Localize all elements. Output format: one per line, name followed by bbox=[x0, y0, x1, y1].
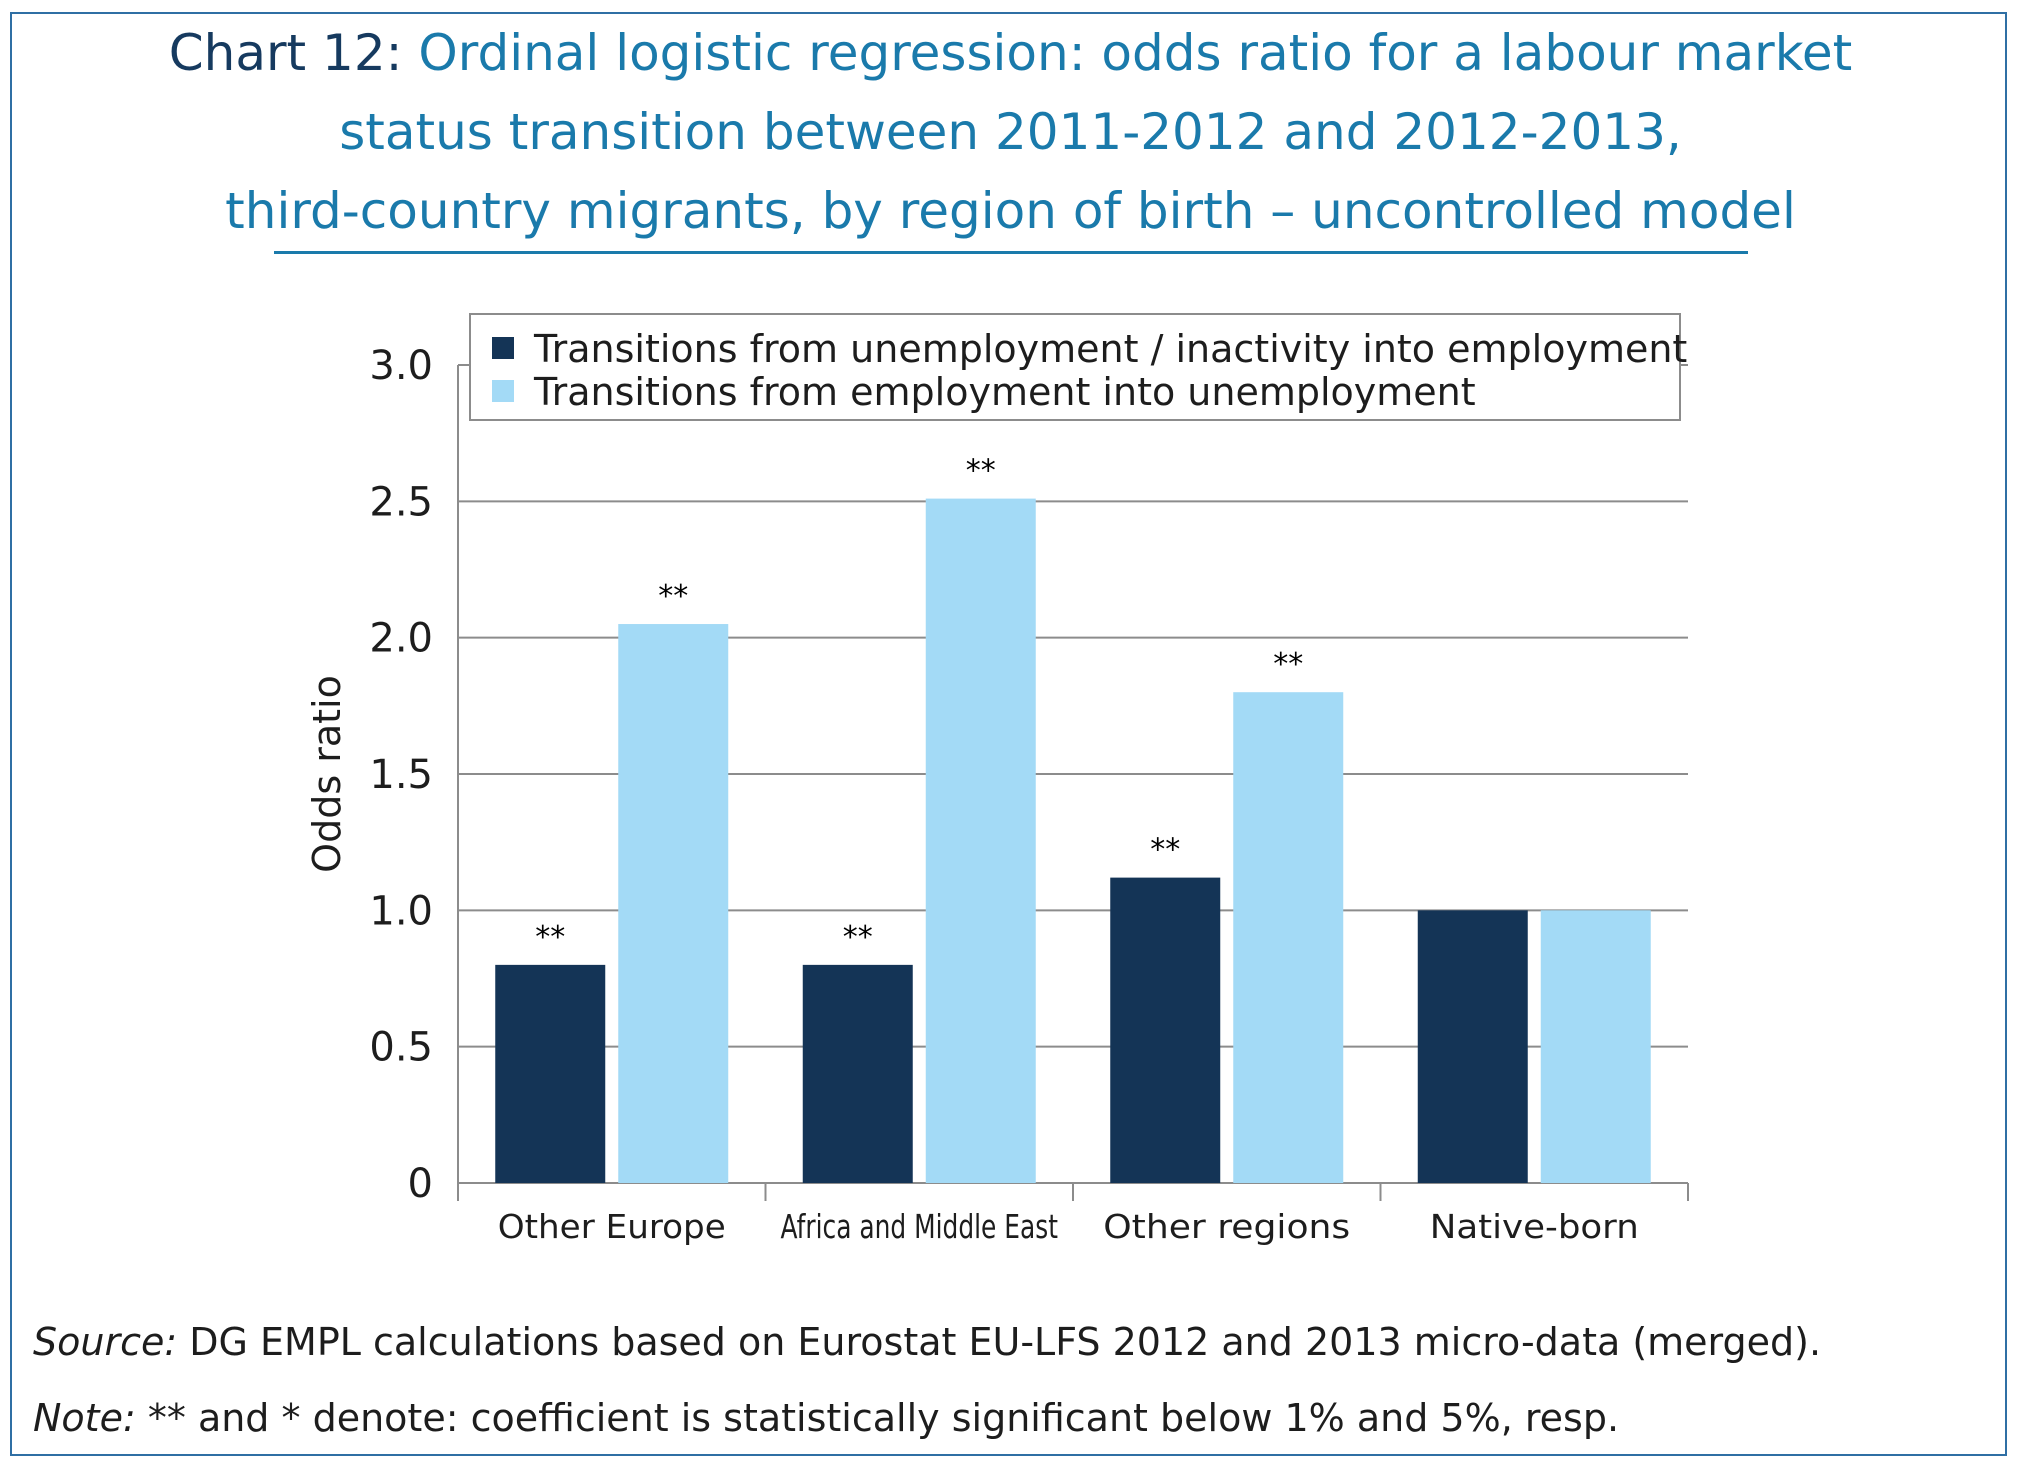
legend-box bbox=[469, 313, 1681, 421]
title-text-1: Ordinal logistic regression: odds ratio … bbox=[418, 24, 1853, 82]
y-tick-label: 3.0 bbox=[369, 343, 433, 389]
bar bbox=[495, 964, 606, 1183]
y-tick-label: 0.5 bbox=[369, 1025, 433, 1071]
bar bbox=[618, 624, 729, 1183]
data-label: ** bbox=[1150, 833, 1180, 868]
legend-swatch bbox=[492, 380, 514, 402]
title-underline bbox=[274, 251, 1748, 254]
source-text: DG EMPL calculations based on Eurostat E… bbox=[189, 1320, 1822, 1364]
bar bbox=[1417, 910, 1528, 1183]
chart-frame bbox=[10, 12, 2007, 1456]
data-label: ** bbox=[658, 579, 688, 614]
y-tick-label: 1.0 bbox=[369, 888, 433, 934]
source-label: Source: bbox=[33, 1320, 178, 1364]
bar bbox=[802, 964, 913, 1183]
legend-label: Transitions from unemployment / inactivi… bbox=[533, 327, 1687, 371]
data-label: ** bbox=[966, 454, 996, 489]
data-label: ** bbox=[843, 920, 873, 955]
data-label: ** bbox=[1273, 647, 1303, 682]
title-line-1: Chart 12: Ordinal logistic regression: o… bbox=[0, 14, 2021, 93]
y-tick-label: 0 bbox=[408, 1161, 433, 1207]
bar bbox=[1540, 910, 1651, 1183]
bar bbox=[1110, 877, 1221, 1183]
category-label: Native-born bbox=[1430, 1207, 1639, 1246]
y-axis-label: Odds ratio bbox=[305, 675, 349, 873]
category-label: Other regions bbox=[1103, 1207, 1350, 1246]
chart-title: Chart 12: Ordinal logistic regression: o… bbox=[0, 14, 2021, 251]
category-label: Africa and Middle East bbox=[781, 1207, 1059, 1246]
significance-note: Note: ** and * denote: coefficient is st… bbox=[33, 1396, 1619, 1440]
legend-label: Transitions from employment into unemplo… bbox=[533, 370, 1476, 414]
note-label: Note: bbox=[33, 1396, 136, 1440]
category-label: Other Europe bbox=[498, 1207, 726, 1246]
y-tick-label: 2.0 bbox=[369, 616, 433, 662]
source-note: Source: DG EMPL calculations based on Eu… bbox=[33, 1320, 1821, 1364]
bar bbox=[925, 498, 1036, 1183]
title-line-2: status transition between 2011-2012 and … bbox=[339, 103, 1682, 161]
note-text: ** and * denote: coefficient is statisti… bbox=[147, 1396, 1620, 1440]
title-prefix: Chart 12: bbox=[168, 24, 403, 82]
data-label: ** bbox=[535, 920, 565, 955]
bar bbox=[1233, 692, 1344, 1183]
y-tick-label: 2.5 bbox=[369, 479, 433, 525]
legend-swatch bbox=[492, 337, 514, 359]
y-tick-label: 1.5 bbox=[369, 752, 433, 798]
title-line-3: third-country migrants, by region of bir… bbox=[225, 182, 1796, 240]
